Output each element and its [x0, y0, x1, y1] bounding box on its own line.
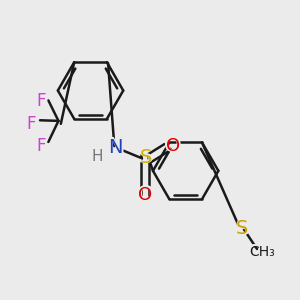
Text: O: O [137, 185, 154, 205]
Text: O: O [166, 137, 180, 155]
Text: F: F [35, 137, 48, 156]
Text: F: F [35, 92, 48, 111]
Text: H: H [90, 148, 105, 166]
Text: N: N [106, 137, 125, 157]
Text: S: S [236, 219, 248, 238]
Text: F: F [25, 114, 38, 133]
Text: S: S [140, 148, 152, 167]
Text: S: S [234, 219, 250, 239]
Text: O: O [139, 186, 153, 204]
Text: N: N [109, 137, 123, 157]
Text: S: S [137, 147, 154, 167]
Text: O: O [164, 136, 182, 156]
Text: F: F [37, 137, 46, 155]
Text: CH₃: CH₃ [246, 243, 279, 261]
Text: F: F [37, 92, 46, 110]
Text: F: F [26, 115, 36, 133]
Text: H: H [91, 149, 103, 164]
Text: CH₃: CH₃ [250, 245, 275, 259]
